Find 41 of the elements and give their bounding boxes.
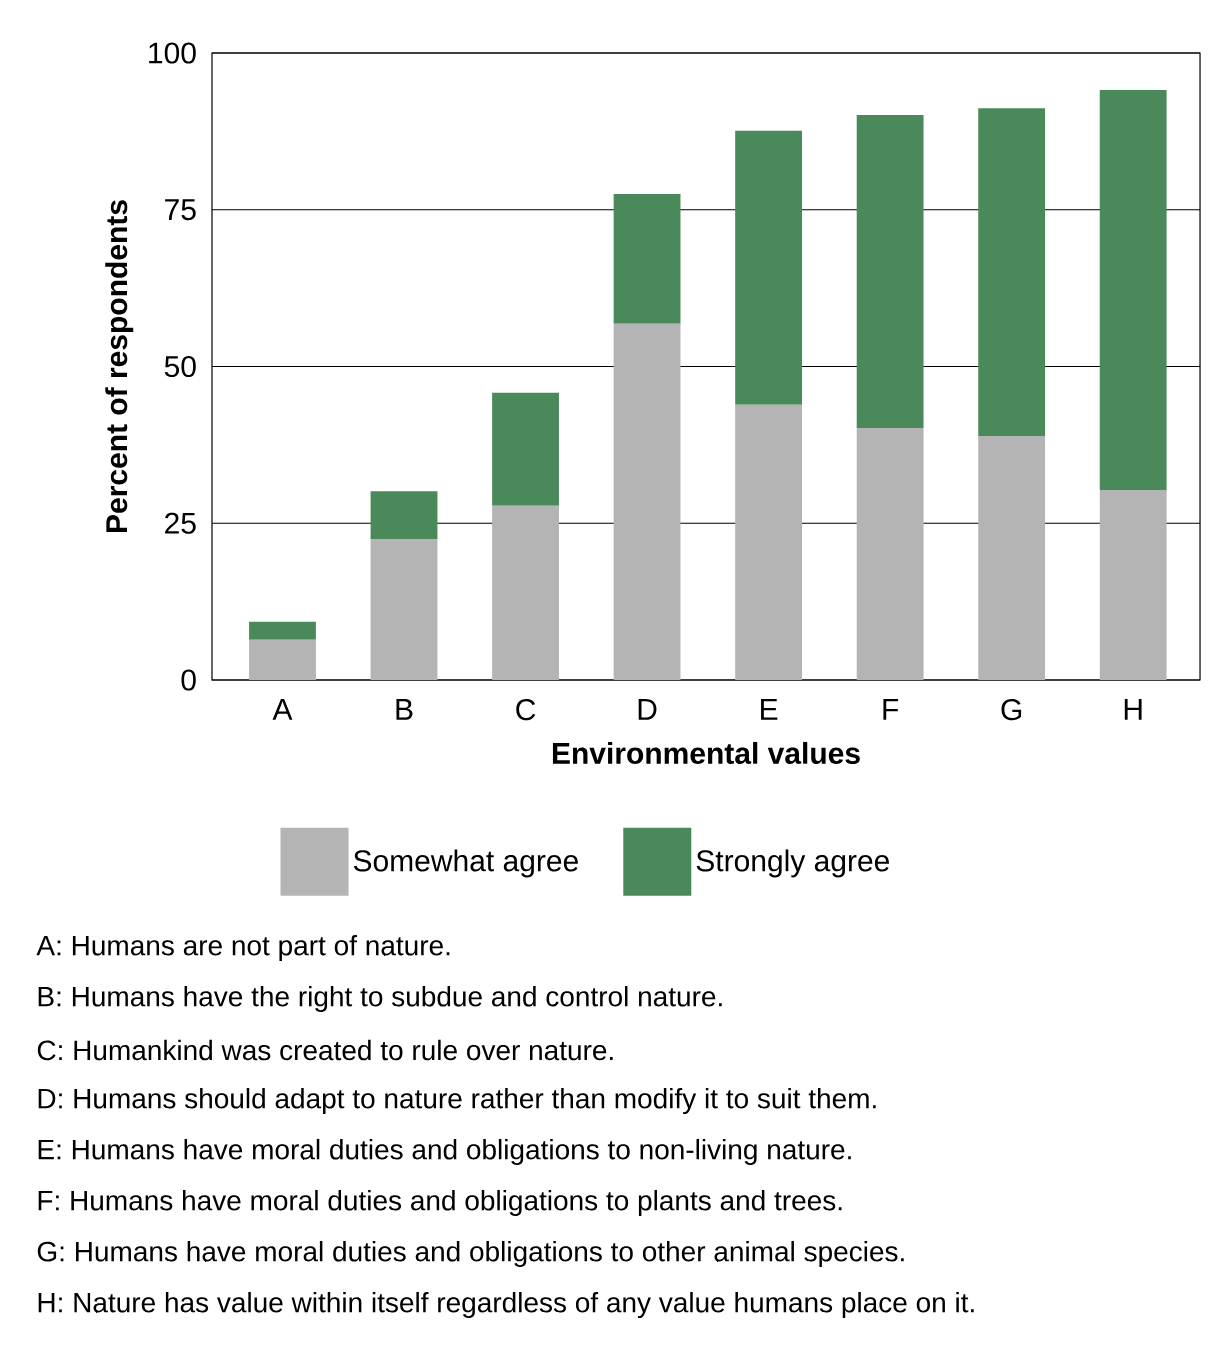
- y-tick-label: 0: [181, 669, 196, 691]
- y-tick-label: 75: [165, 199, 196, 221]
- y-tick-label: 100: [149, 42, 196, 64]
- x-tick-label: F: [883, 699, 899, 720]
- text: E: Humans have moral duties and obligations to non-living nature.: [38, 1138, 851, 1166]
- text: H: Nature has value within itself regardless of any value humans place on it.: [38, 1291, 974, 1319]
- bar: [370, 491, 438, 539]
- bar: [613, 194, 681, 324]
- bar: [856, 115, 924, 428]
- text: F: Humans have moral duties and obligations to plants and trees.: [38, 1189, 842, 1217]
- bar: [613, 323, 681, 680]
- bar: [1099, 89, 1167, 491]
- bar: [249, 621, 316, 640]
- bar: [735, 404, 803, 680]
- x-tick-label: G: [1001, 699, 1022, 721]
- x-tick-label: A: [272, 699, 293, 720]
- bar: [978, 108, 1046, 437]
- y-axis-title: Percent of respondents: [105, 200, 134, 533]
- x-tick-label: E: [761, 699, 778, 720]
- bar: [249, 639, 316, 680]
- bar: [735, 130, 803, 405]
- x-axis-title: Environmental values: [552, 741, 860, 764]
- text: B: Humans have the right to subdue and control nature.: [38, 985, 722, 1013]
- bar: [1099, 490, 1167, 680]
- bar: [370, 538, 438, 680]
- y-tick-label: 50: [164, 355, 196, 378]
- y-tick-label: 25: [165, 512, 196, 534]
- x-tick-label: B: [396, 699, 413, 720]
- bar: [492, 505, 559, 680]
- text: C: Humankind was created to rule over nature.: [37, 1039, 613, 1061]
- x-tick-label: D: [638, 699, 657, 720]
- legend-label: Somewhat agree: [353, 849, 578, 878]
- text: A: Humans are not part of nature.: [36, 934, 450, 962]
- bar: [978, 436, 1046, 680]
- bar: [492, 392, 559, 506]
- text: G: Humans have moral duties and obligations to other animal species.: [37, 1240, 904, 1268]
- bar: [856, 427, 924, 680]
- text: D: Humans should adapt to nature rather than modify it to suit them.: [38, 1087, 876, 1115]
- legend-label: Strongly agree: [696, 849, 889, 878]
- x-tick-label: C: [516, 699, 536, 721]
- x-tick-label: H: [1124, 699, 1142, 720]
